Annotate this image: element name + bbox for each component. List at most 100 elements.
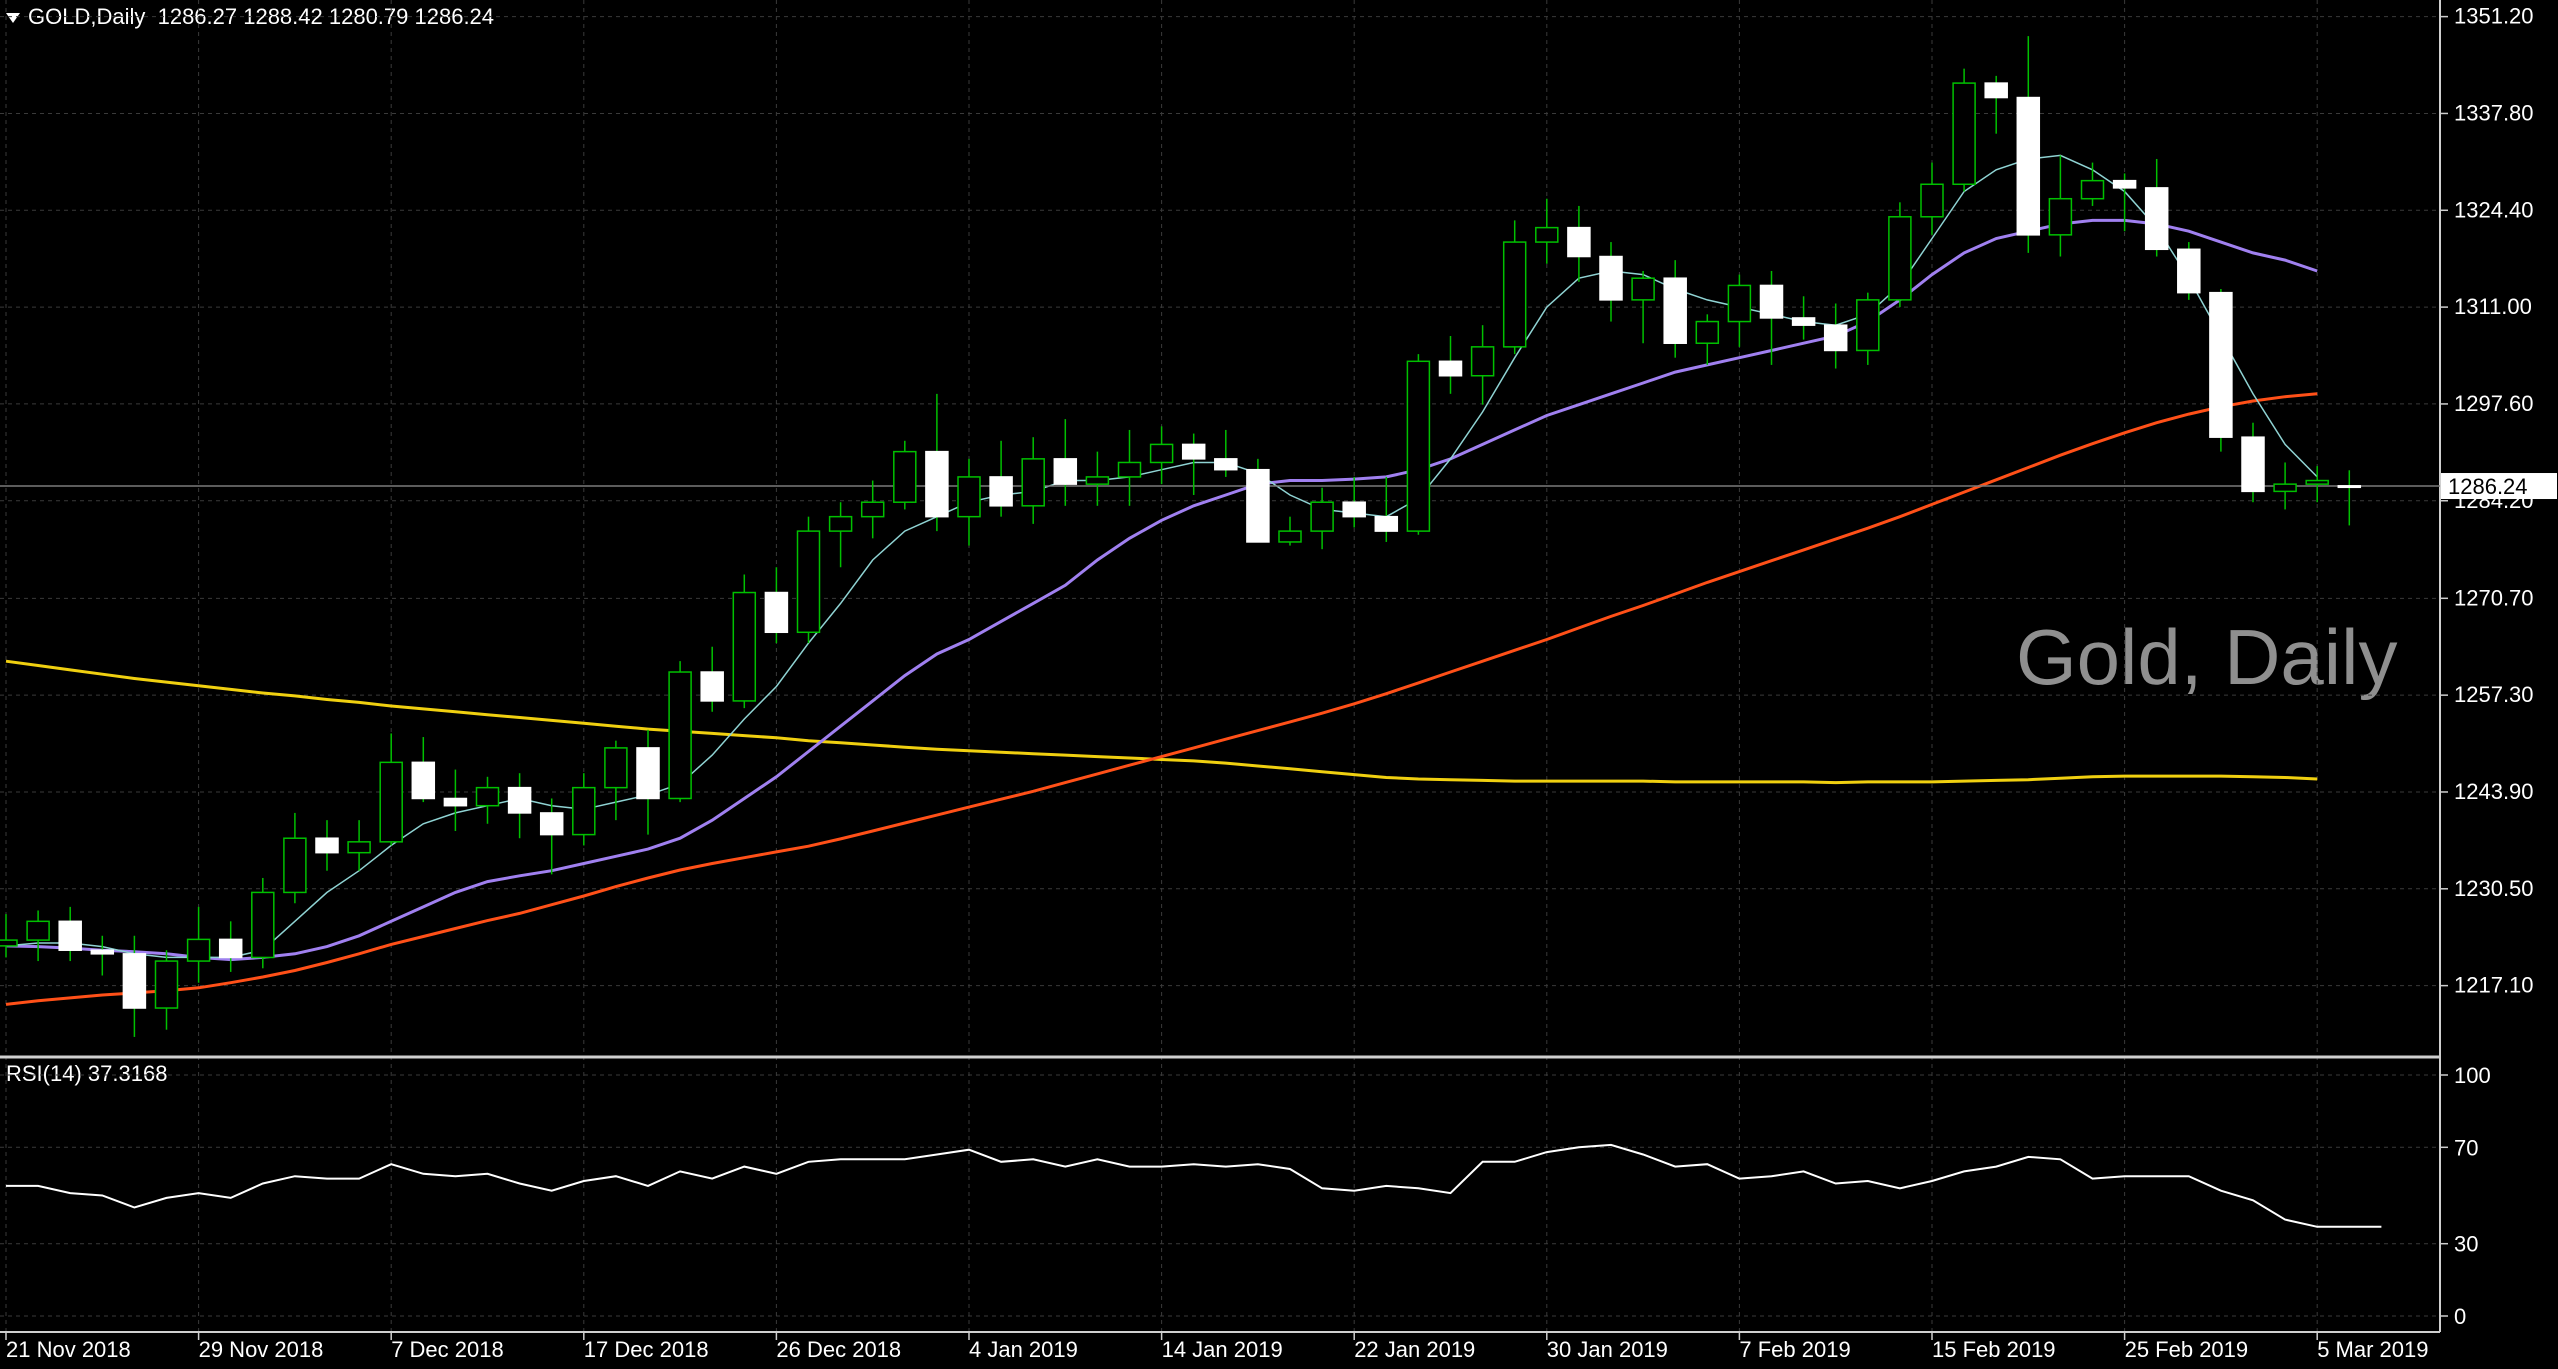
- candle-bull: [2080, 179, 2105, 200]
- candle-bull: [1888, 216, 1912, 301]
- candle-bear: [122, 953, 147, 1009]
- current-price-box: [2441, 473, 2557, 500]
- candle-bull: [347, 841, 371, 854]
- candle-bear: [1342, 501, 1366, 518]
- rsi-tick-label: 100: [2454, 1063, 2491, 1088]
- price-tick-label: 1257.30: [2454, 682, 2534, 707]
- collapse-triangle-icon[interactable]: [6, 13, 20, 24]
- candle-bull: [1695, 320, 1720, 344]
- candle-bear: [1181, 443, 1206, 460]
- candle-bull: [1117, 461, 1142, 478]
- candle-bear: [989, 476, 1013, 507]
- candle-bull: [572, 786, 596, 836]
- candle-bear: [507, 786, 532, 814]
- time-tick-label: 14 Jan 2019: [1162, 1337, 1283, 1362]
- candle-bear: [2177, 248, 2201, 294]
- candle-bull: [1406, 360, 1431, 532]
- candle-bull: [1535, 226, 1559, 243]
- candle-bear: [1374, 515, 1399, 532]
- candle-bull: [0, 939, 18, 947]
- candle-bull: [668, 671, 692, 800]
- candle-bear: [636, 747, 660, 800]
- candle-bull: [860, 501, 885, 518]
- candle-bull: [1920, 183, 1944, 218]
- candle-bear: [1984, 82, 2008, 99]
- price-tick-label: 1297.60: [2454, 391, 2534, 416]
- candle-bear: [2144, 187, 2169, 251]
- time-tick-label: 17 Dec 2018: [584, 1337, 709, 1362]
- rsi-line: [6, 1143, 2382, 1228]
- candle-bull: [1952, 82, 1976, 186]
- candle-bear: [218, 938, 243, 959]
- time-tick-label: 30 Jan 2019: [1547, 1337, 1668, 1362]
- candle-bear: [764, 591, 789, 634]
- candle-bull: [2048, 197, 2073, 236]
- rsi-label: RSI(14) 37.3168: [6, 1061, 168, 1086]
- candle-bull: [1278, 530, 1302, 543]
- candle-bear: [1663, 277, 1687, 344]
- time-tick-label: 4 Jan 2019: [969, 1337, 1078, 1362]
- price-tick-label: 1324.40: [2454, 197, 2534, 222]
- rsi-tick-label: 70: [2454, 1135, 2478, 1160]
- price-tick-label: 1351.20: [2454, 4, 2534, 29]
- candle-bull: [251, 891, 275, 959]
- candle-bull: [796, 530, 821, 634]
- price-tick-label: 1217.10: [2454, 973, 2534, 998]
- time-tick-label: 5 Mar 2019: [2317, 1337, 2428, 1362]
- candle-bull: [283, 837, 307, 894]
- candle-bull: [475, 786, 500, 807]
- candle-bull: [186, 938, 211, 962]
- candle-bear: [2241, 436, 2265, 493]
- candles: [0, 36, 2362, 1037]
- candle-bull: [1631, 277, 1655, 301]
- candle-bear: [2016, 96, 2041, 236]
- candle-bull: [1856, 299, 1880, 352]
- symbol-name: GOLD,Daily: [28, 4, 146, 29]
- chart-watermark: Gold, Daily: [2016, 613, 2398, 701]
- candle-bear: [700, 671, 724, 702]
- time-tick-label: 29 Nov 2018: [199, 1337, 324, 1362]
- rsi-tick-label: 30: [2454, 1232, 2478, 1257]
- price-tick-label: 1270.70: [2454, 585, 2534, 610]
- candle-bear: [315, 837, 339, 854]
- candle-bear: [443, 797, 468, 807]
- candle-bull: [732, 591, 757, 702]
- candle-bear: [1567, 226, 1591, 258]
- candle-bear: [58, 920, 82, 951]
- candle-bull: [1149, 443, 1174, 464]
- candle-bear: [1599, 255, 1623, 301]
- candle-bull: [154, 960, 179, 1009]
- candle-bear: [925, 450, 949, 518]
- candle-bear: [1053, 458, 1078, 485]
- candle-bull: [1085, 476, 1110, 485]
- candle-bear: [411, 761, 436, 800]
- ma-mid-line: [5, 218, 2318, 962]
- candle-bull: [1727, 284, 1752, 323]
- candle-bear: [1214, 458, 1238, 471]
- candle-bull: [1470, 346, 1495, 377]
- candle-bear: [2112, 179, 2137, 189]
- candle-bear: [1246, 468, 1270, 543]
- candle-bull: [957, 476, 981, 518]
- ma-200-line: [5, 659, 2318, 785]
- time-tick-label: 7 Dec 2018: [391, 1337, 504, 1362]
- grid-lines: [0, 0, 2440, 1332]
- candle-bull: [893, 450, 917, 503]
- price-tick-label: 1311.00: [2454, 294, 2532, 319]
- candle-bear: [1791, 317, 1816, 326]
- candle-bear: [2337, 485, 2362, 489]
- candle-bear: [1438, 360, 1463, 377]
- candle-bull: [379, 761, 403, 843]
- price-tick-label: 1337.80: [2454, 100, 2534, 125]
- candle-bull: [828, 515, 853, 532]
- candle-bull: [1502, 241, 1527, 348]
- candle-bull: [1021, 458, 1045, 507]
- candle-bear: [1759, 284, 1784, 319]
- candle-bear: [539, 812, 564, 836]
- candle-bear: [90, 949, 115, 955]
- price-tick-label: 1243.90: [2454, 779, 2534, 804]
- candle-bull: [2273, 483, 2297, 493]
- candle-bull: [26, 920, 50, 941]
- time-tick-label: 15 Feb 2019: [1932, 1337, 2056, 1362]
